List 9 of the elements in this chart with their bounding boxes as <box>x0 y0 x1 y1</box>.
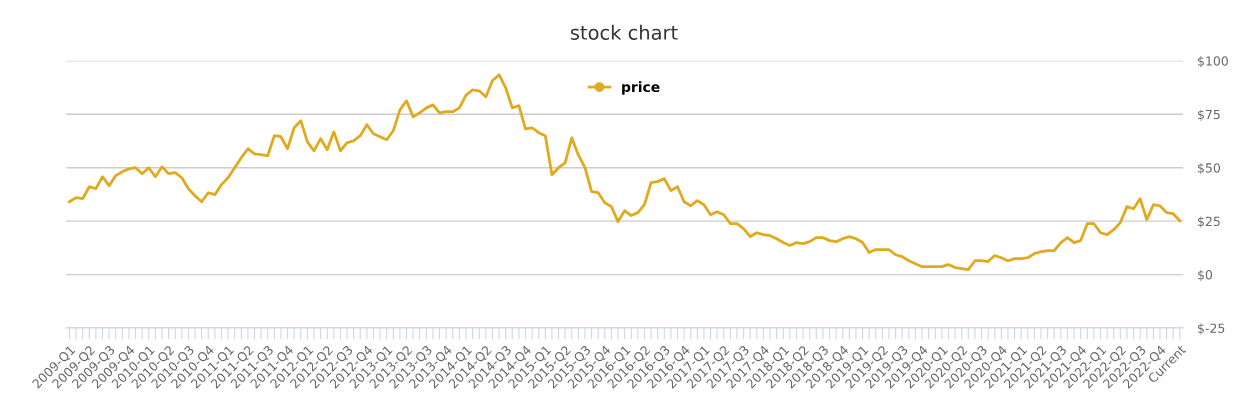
y-tick-label: $25 <box>1198 216 1220 228</box>
y-tick-label: $0 <box>1198 269 1213 282</box>
line-series <box>68 73 1182 272</box>
legend-label: price <box>622 81 660 95</box>
chart-title: stock chart <box>570 24 678 40</box>
y-tick-label: $100 <box>1198 56 1228 68</box>
y-tick-label: $75 <box>1198 109 1220 121</box>
y-tick-label: $-25 <box>1198 323 1225 335</box>
y-tick-label: $50 <box>1198 162 1221 175</box>
